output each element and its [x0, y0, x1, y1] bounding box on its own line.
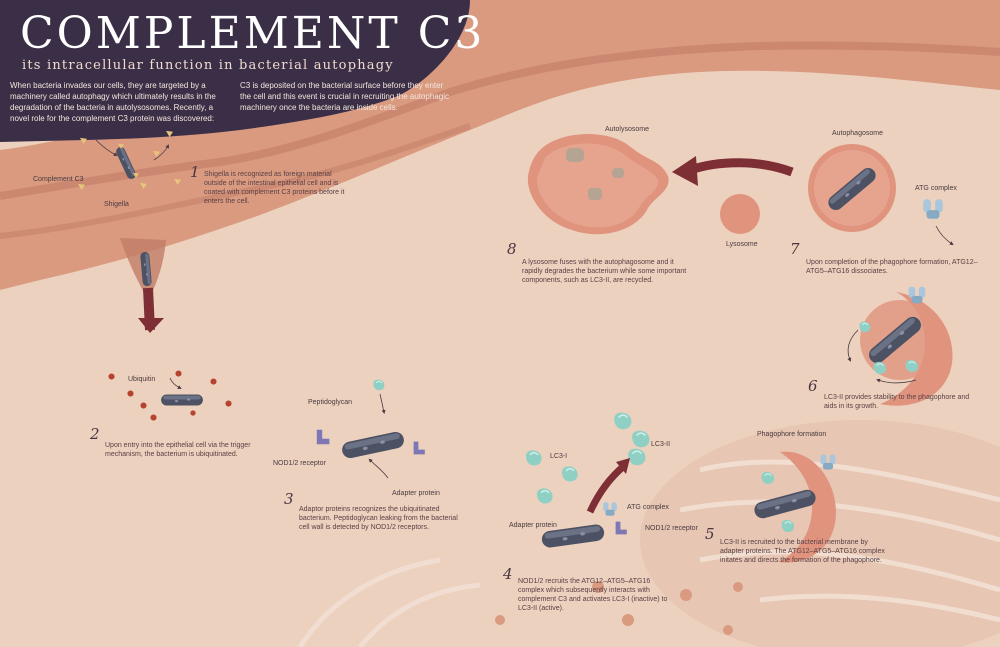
lysosome-icon [720, 194, 760, 234]
step-5-text: LC3-II is recruited to the bacterial mem… [720, 539, 885, 564]
label-nod-receptor-4: NOD1/2 receptor [645, 525, 698, 532]
ubiquitinated-bacterium-icon [161, 394, 203, 406]
step-2-number: 2 [90, 425, 100, 443]
label-adapter-protein-3: Adapter protein [392, 490, 440, 497]
step-1-number: 1 [190, 163, 200, 181]
fusion-arrow [688, 158, 794, 177]
decorative-vesicle-icon [495, 581, 743, 635]
step-4-text: NOD1/2 recruits the ATG12–ATG5–ATG16 com… [518, 578, 668, 612]
step-6-number: 6 [808, 377, 818, 395]
step-2-text: Upon entry into the epithelial cell via … [105, 442, 251, 458]
label-lc3-ii: LC3-II [651, 441, 671, 448]
label-shigella: Shigella [104, 201, 129, 208]
label-nod-receptor-3: NOD1/2 receptor [273, 460, 326, 467]
step-1-text: Shigella is recognized as foreign materi… [204, 171, 345, 205]
intro-left: When bacteria invades our cells, they ar… [10, 81, 216, 123]
label-complement-c3: Complement C3 [33, 176, 84, 183]
step-4-number: 4 [503, 565, 513, 583]
label-autophagosome: Autophagosome [832, 130, 883, 137]
label-autolysosome: Autolysosome [605, 126, 649, 133]
step-6-text: LC3-II provides stability to the phagoph… [824, 394, 970, 410]
label-lc3-i: LC3-I [550, 453, 568, 460]
label-ubiquitin: Ubiquitin [128, 376, 156, 383]
intro-right: C3 is deposited on the bacterial surface… [240, 81, 450, 112]
page-subtitle: its intracellular function in bacterial … [22, 58, 394, 73]
header-background [0, 0, 470, 142]
page-title: COMPLEMENT C3 [20, 8, 486, 59]
step-5-number: 5 [705, 525, 715, 543]
step-7-number: 7 [790, 240, 800, 258]
label-adapter-protein-4: Adapter protein [509, 522, 557, 529]
label-peptidoglycan: Peptidoglycan [308, 399, 352, 406]
step-8-text: A lysosome fuses with the autophagosome … [522, 259, 687, 284]
step-3-text: Adaptor proteins recognizes the ubiquiti… [299, 506, 458, 531]
phagophore-icon [778, 451, 836, 563]
step-8-number: 8 [507, 240, 517, 258]
step-3-number: 3 [284, 490, 294, 508]
activation-arrow [586, 463, 627, 514]
label-phagophore-formation: Phagophore formation [757, 431, 827, 438]
step-7-text: Upon completion of the phagophore format… [806, 259, 978, 275]
label-atg-complex-7: ATG complex [915, 185, 957, 192]
label-lysosome: Lysosome [726, 241, 758, 248]
label-atg-complex-4: ATG complex [627, 504, 669, 511]
